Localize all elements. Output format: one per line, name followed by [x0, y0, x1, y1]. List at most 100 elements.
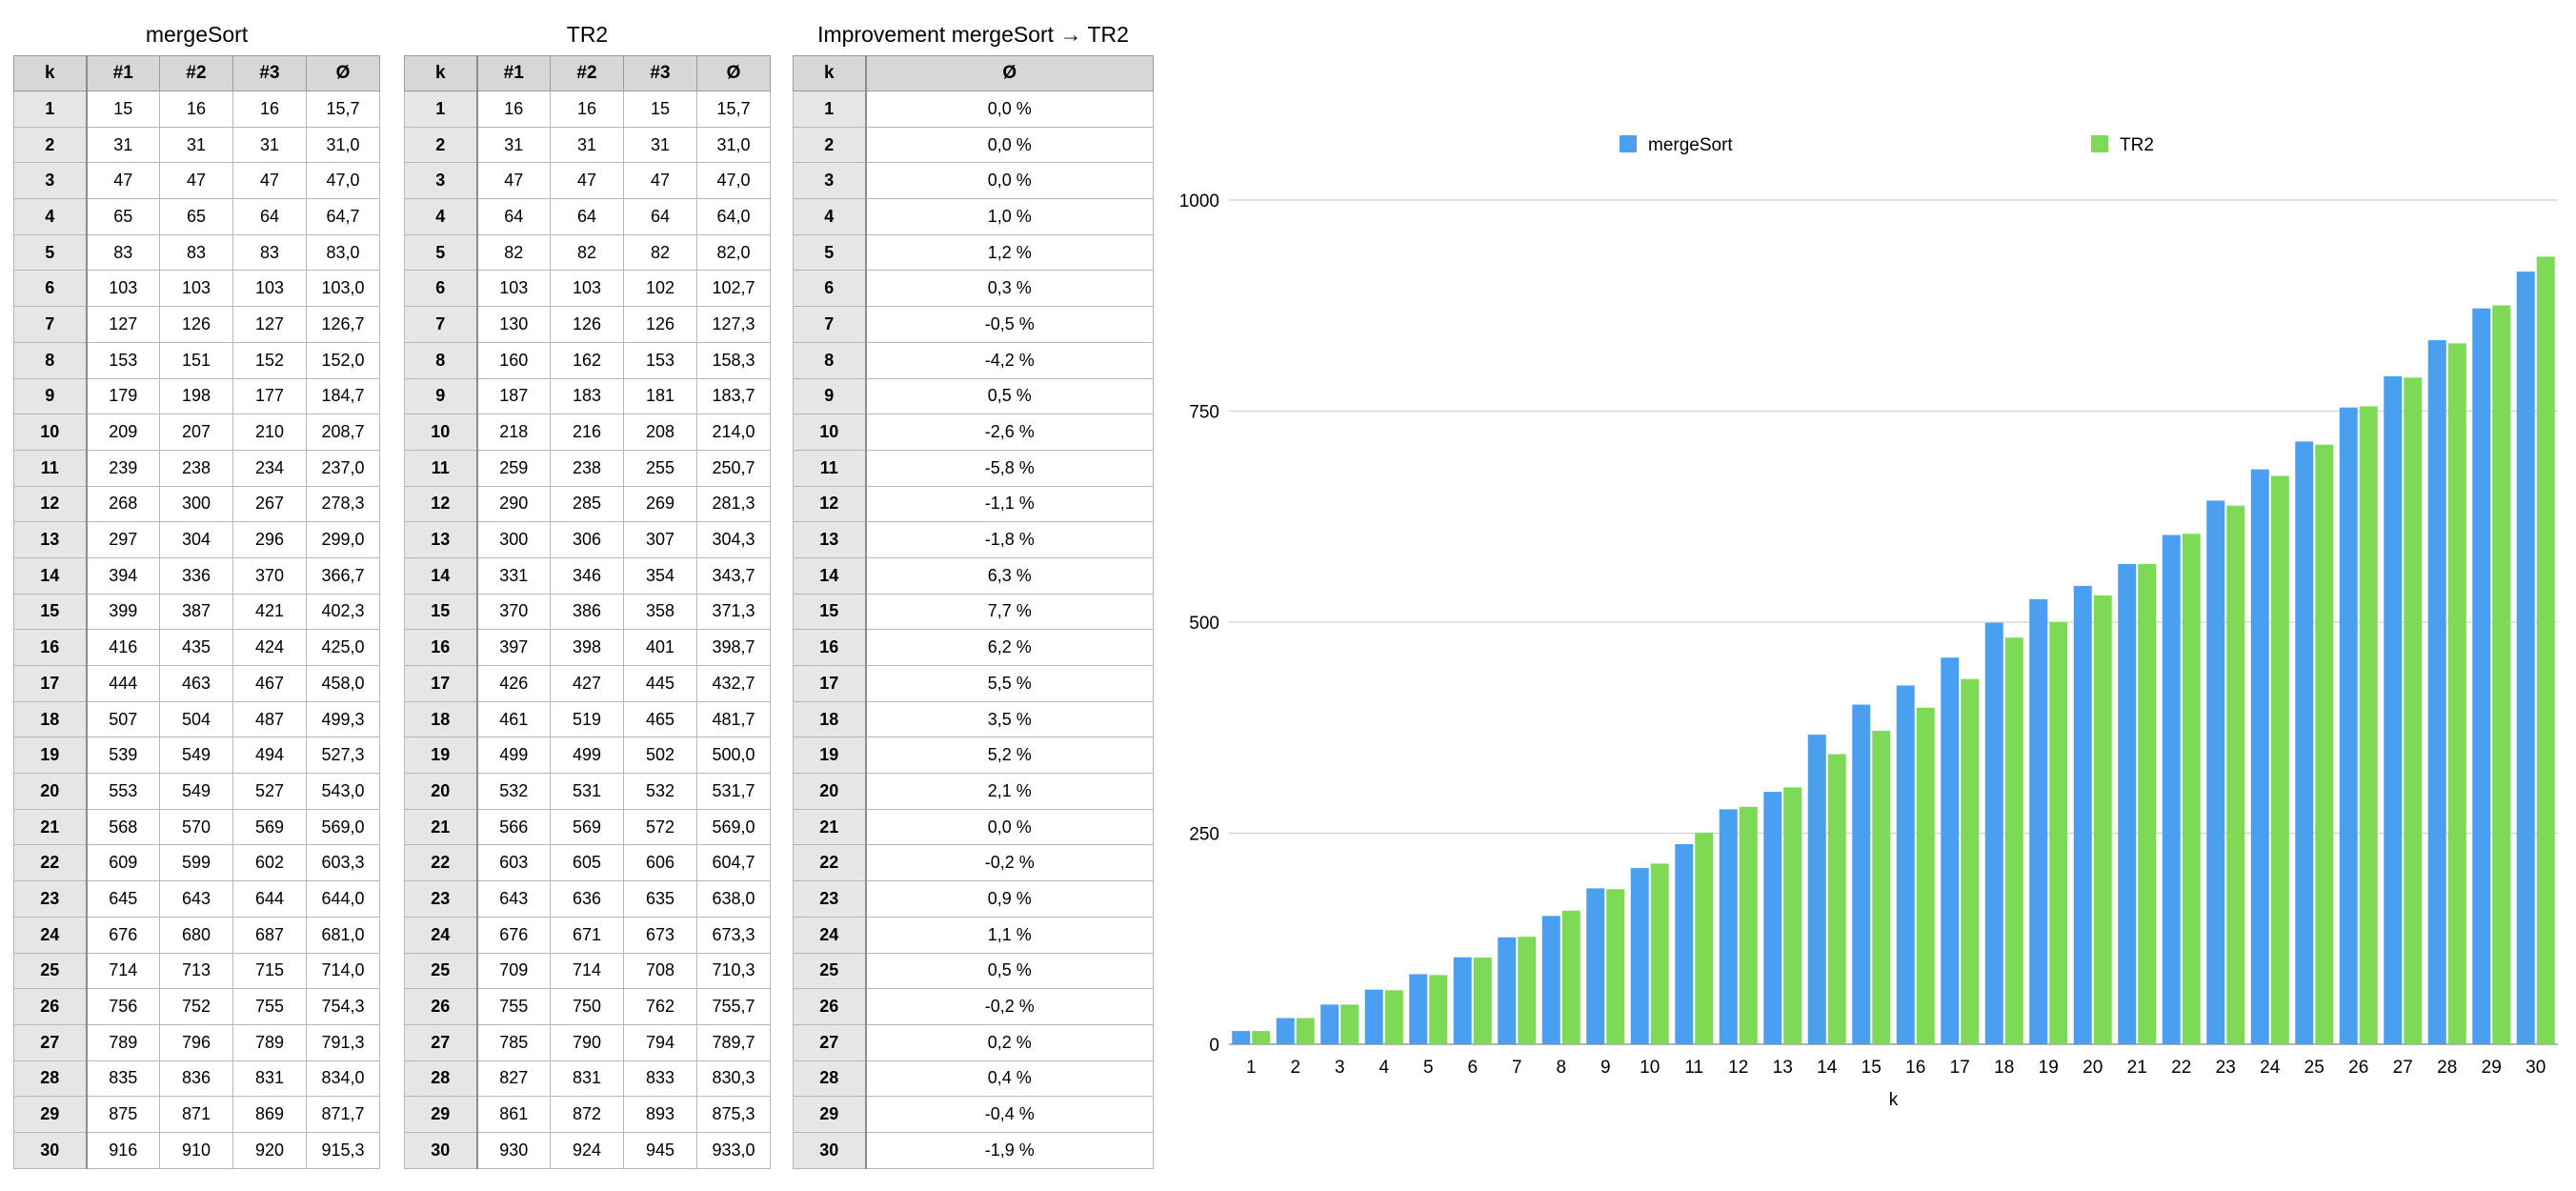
mergesort-k-cell: 2: [13, 126, 88, 164]
bar-tr2: [2315, 444, 2334, 1044]
tr2-value-cell: 569,0: [696, 808, 771, 846]
bar-mergesort: [1807, 735, 1826, 1044]
mergesort-value-cell: 644: [232, 880, 307, 918]
mergesort-value-cell: 31,0: [306, 126, 380, 164]
mergesort-value-cell: 387: [159, 593, 233, 631]
mergesort-value-cell: 835: [86, 1060, 160, 1098]
mergesort-k-cell: 16: [13, 629, 88, 666]
tr2-value-cell: 16: [476, 91, 551, 128]
mergesort-value-cell: 278,3: [306, 485, 380, 523]
x-tick-label: 29: [2482, 1058, 2502, 1078]
tr2-value-cell: 304,3: [696, 521, 771, 558]
x-tick-label: 10: [1640, 1058, 1660, 1078]
mergesort-value-cell: 83: [232, 233, 307, 272]
improvement-row: 14 6,3 %: [793, 556, 1154, 595]
tr2-row: 21 566 569 572 569,0: [404, 808, 771, 846]
tr2-value-cell: 102: [623, 270, 697, 308]
x-tick-label: 8: [1556, 1058, 1566, 1078]
bar-mergesort: [2250, 469, 2269, 1044]
tr2-k-cell: 23: [404, 880, 478, 918]
tr2-row: 4 64 64 64 64,0: [404, 198, 771, 235]
tr2-k-cell: 17: [404, 665, 478, 702]
improvement-k-cell: 19: [793, 737, 867, 775]
bar-tr2: [1252, 1031, 1271, 1044]
improvement-k-cell: 7: [793, 306, 867, 343]
mergesort-value-cell: 714,0: [306, 952, 380, 990]
mergesort-row: 27 789 796 789 791,3: [13, 1023, 380, 1061]
mergesort-k-cell: 9: [13, 377, 88, 415]
improvement-row: 20 2,1 %: [793, 773, 1154, 810]
bar-mergesort: [1453, 957, 1472, 1044]
tr2-value-cell: 306: [550, 521, 624, 558]
tr2-row: 29 861 872 893 875,3: [404, 1096, 771, 1133]
mergesort-value-cell: 15: [86, 91, 160, 128]
mergesort-table-panel: mergeSort k #1 #2 #3 Ø 1 15 16 16 15,7 2 31 31 31 31,…: [13, 17, 380, 1169]
tr2-value-cell: 709: [476, 952, 551, 990]
tr2-k-cell: 2: [404, 126, 478, 164]
x-tick-label: 3: [1335, 1058, 1345, 1078]
tr2-value-cell: 371,3: [696, 593, 771, 631]
tr2-k-cell: 29: [404, 1096, 478, 1133]
x-tick-label: 5: [1423, 1058, 1434, 1078]
mergesort-row: 6 103 103 103 103,0: [13, 270, 380, 308]
tr2-value-cell: 285: [550, 485, 624, 523]
tr2-value-cell: 945: [623, 1131, 697, 1169]
improvement-row: 27 0,2 %: [793, 1023, 1154, 1061]
x-tick-label: 6: [1467, 1058, 1478, 1078]
improvement-k-cell: 20: [793, 773, 867, 810]
tr2-value-cell: 531,7: [696, 773, 771, 810]
x-tick-label: 23: [2216, 1058, 2236, 1078]
improvement-k-cell: 8: [793, 341, 867, 379]
mergesort-value-cell: 402,3: [306, 593, 380, 631]
mergesort-table-title: mergeSort: [145, 22, 249, 47]
tr2-value-cell: 281,3: [696, 485, 771, 523]
tr2-value-cell: 269: [623, 485, 697, 523]
mergesort-value-cell: 207: [159, 414, 233, 451]
tr2-value-cell: 290: [476, 485, 551, 523]
mergesort-value-cell: 643: [159, 880, 233, 918]
improvement-k-cell: 30: [793, 1131, 867, 1169]
improvement-row: 19 5,2 %: [793, 737, 1154, 775]
mergesort-value-cell: 527,3: [306, 737, 380, 775]
x-tick-label: 18: [1994, 1058, 2014, 1078]
mergesort-k-cell: 21: [13, 808, 88, 846]
mergesort-value-cell: 789: [232, 1023, 307, 1061]
tr2-value-cell: 126: [623, 306, 697, 343]
mergesort-value-cell: 713: [159, 952, 233, 990]
tr2-row: 1 16 16 15 15,7: [404, 91, 771, 128]
mergesort-value-cell: 487: [232, 700, 307, 738]
tr2-header-cell: #2: [550, 55, 624, 91]
tr2-value-cell: 794: [623, 1023, 697, 1061]
x-tick-label: 16: [1905, 1058, 1925, 1078]
mergesort-value-cell: 499,3: [306, 700, 380, 738]
tr2-value-cell: 183: [550, 377, 624, 415]
improvement-k-cell: 1: [793, 91, 867, 128]
tr2-header-cell: Ø: [696, 55, 771, 91]
mergesort-k-cell: 8: [13, 341, 88, 379]
tr2-value-cell: 930: [476, 1131, 551, 1169]
tr2-value-cell: 875,3: [696, 1096, 771, 1133]
bar-tr2: [2182, 534, 2201, 1044]
improvement-row: 26 -0,2 %: [793, 988, 1154, 1025]
tr2-value-cell: 331: [476, 556, 551, 595]
improvement-value-cell: -0,2 %: [865, 988, 1154, 1025]
tr2-value-cell: 127,3: [696, 306, 771, 343]
mergesort-value-cell: 421: [232, 593, 307, 631]
tr2-k-cell: 24: [404, 916, 478, 954]
mergesort-value-cell: 127: [232, 306, 307, 343]
bar-mergesort: [1852, 704, 1871, 1044]
bar-tr2: [1384, 990, 1403, 1044]
improvement-k-cell: 29: [793, 1096, 867, 1133]
improvement-row: 23 0,9 %: [793, 880, 1154, 918]
improvement-value-cell: -2,6 %: [865, 414, 1154, 451]
tr2-value-cell: 47: [550, 162, 624, 200]
bar-mergesort: [1409, 974, 1428, 1044]
tr2-row: 26 755 750 762 755,7: [404, 988, 771, 1025]
mergesort-value-cell: 463: [159, 665, 233, 702]
mergesort-k-cell: 29: [13, 1096, 88, 1133]
tr2-value-cell: 343,7: [696, 556, 771, 595]
tr2-row: 30 930 924 945 933,0: [404, 1131, 771, 1169]
tr2-value-cell: 924: [550, 1131, 624, 1169]
tr2-row: 2 31 31 31 31,0: [404, 126, 771, 164]
